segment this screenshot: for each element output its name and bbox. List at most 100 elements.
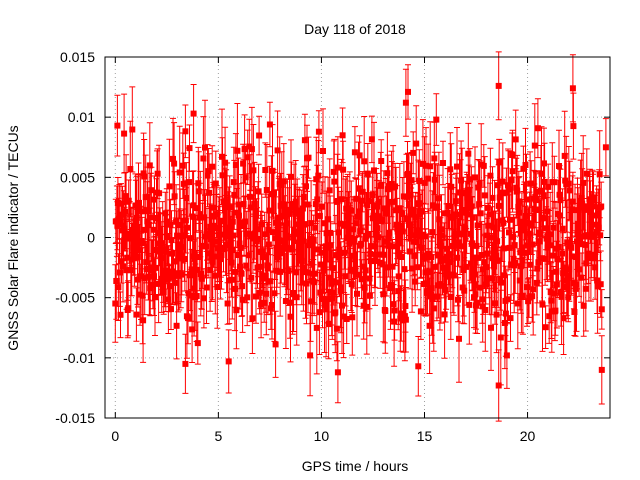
y-tick-label: -0.015 bbox=[55, 410, 95, 426]
data-point bbox=[193, 205, 200, 212]
data-point bbox=[474, 222, 481, 229]
data-point bbox=[427, 163, 434, 170]
data-point bbox=[524, 242, 531, 249]
data-point bbox=[156, 240, 163, 247]
data-point bbox=[132, 202, 139, 209]
data-point bbox=[347, 266, 354, 273]
data-point bbox=[564, 239, 571, 246]
data-point bbox=[386, 229, 393, 236]
data-point bbox=[172, 258, 179, 265]
data-point bbox=[286, 210, 292, 217]
data-point bbox=[538, 170, 545, 177]
data-point bbox=[258, 221, 265, 228]
data-point bbox=[503, 189, 510, 196]
data-point bbox=[152, 264, 159, 271]
data-point bbox=[447, 166, 454, 173]
data-point bbox=[249, 315, 256, 322]
data-point bbox=[592, 221, 599, 228]
data-point bbox=[488, 324, 494, 331]
data-point bbox=[392, 183, 399, 190]
data-point bbox=[360, 302, 367, 309]
data-point bbox=[301, 137, 308, 144]
data-point bbox=[135, 203, 142, 210]
data-point bbox=[206, 230, 213, 237]
data-point bbox=[495, 82, 502, 89]
data-point bbox=[496, 159, 503, 166]
data-point bbox=[344, 222, 351, 229]
data-point bbox=[334, 164, 341, 171]
data-point bbox=[123, 267, 130, 274]
data-point bbox=[520, 165, 527, 172]
data-point bbox=[454, 163, 460, 170]
data-point bbox=[420, 254, 427, 260]
data-point bbox=[512, 259, 519, 266]
data-point bbox=[348, 207, 355, 214]
data-point bbox=[144, 208, 151, 214]
data-point bbox=[376, 198, 383, 205]
data-point bbox=[254, 236, 260, 242]
data-point bbox=[424, 254, 431, 261]
data-point bbox=[155, 229, 162, 236]
data-point bbox=[173, 218, 180, 225]
data-point bbox=[566, 187, 573, 194]
data-point bbox=[241, 223, 248, 229]
data-point bbox=[275, 221, 282, 228]
data-point bbox=[510, 233, 517, 240]
data-point bbox=[230, 232, 237, 239]
data-point bbox=[347, 235, 354, 241]
data-point bbox=[234, 147, 241, 154]
data-point bbox=[207, 223, 214, 230]
data-point bbox=[509, 168, 516, 175]
data-point bbox=[322, 220, 328, 227]
data-point bbox=[465, 186, 472, 193]
data-point bbox=[189, 213, 196, 220]
data-point bbox=[516, 277, 523, 284]
y-tick-label: 0.01 bbox=[68, 109, 95, 125]
data-point bbox=[163, 218, 170, 225]
data-point bbox=[147, 285, 154, 292]
data-point bbox=[230, 179, 237, 186]
data-point bbox=[387, 285, 394, 292]
data-point bbox=[284, 245, 291, 252]
data-point bbox=[170, 155, 176, 162]
data-point bbox=[594, 277, 601, 284]
data-point bbox=[185, 315, 191, 322]
data-point bbox=[443, 245, 450, 252]
data-point bbox=[486, 211, 493, 218]
y-tick-label: -0.01 bbox=[63, 350, 95, 366]
data-point bbox=[283, 232, 290, 239]
data-point bbox=[336, 246, 343, 253]
data-point bbox=[188, 266, 195, 273]
data-point bbox=[549, 252, 556, 259]
data-point bbox=[266, 121, 273, 128]
data-point bbox=[250, 167, 257, 174]
data-point bbox=[171, 193, 178, 200]
data-point bbox=[205, 168, 212, 175]
data-point bbox=[355, 185, 362, 192]
data-point bbox=[231, 191, 238, 198]
data-point bbox=[298, 257, 305, 264]
data-point bbox=[270, 229, 276, 236]
data-point bbox=[295, 254, 302, 261]
data-point bbox=[560, 270, 567, 277]
data-point bbox=[422, 233, 428, 240]
data-point bbox=[407, 248, 414, 255]
data-point bbox=[584, 232, 591, 239]
data-point bbox=[299, 205, 306, 212]
data-point bbox=[462, 225, 469, 232]
data-point bbox=[299, 237, 306, 244]
data-point bbox=[355, 213, 361, 220]
data-point bbox=[200, 295, 207, 302]
data-point bbox=[365, 198, 372, 204]
data-point bbox=[576, 266, 583, 273]
data-point bbox=[186, 179, 192, 186]
data-point bbox=[517, 263, 524, 270]
data-point bbox=[258, 301, 265, 308]
data-point bbox=[194, 340, 201, 347]
data-point bbox=[472, 174, 478, 181]
data-point bbox=[189, 326, 196, 333]
data-point bbox=[227, 224, 234, 231]
data-point bbox=[170, 273, 177, 280]
data-point bbox=[318, 203, 325, 210]
data-point bbox=[171, 160, 178, 167]
